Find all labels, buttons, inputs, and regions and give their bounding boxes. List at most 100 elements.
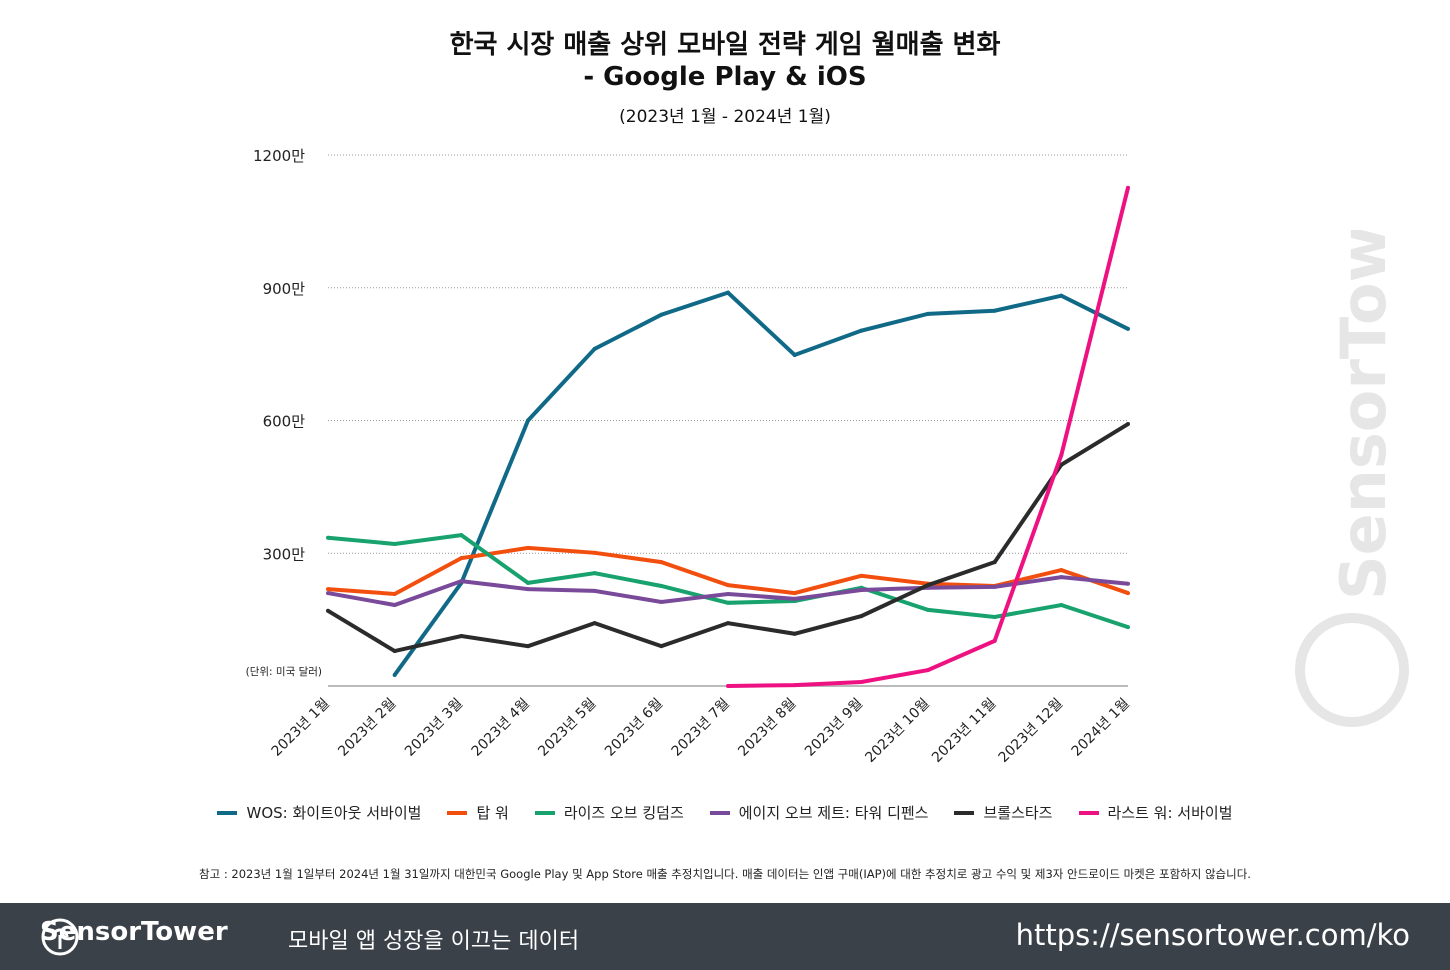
data-point [392, 591, 397, 596]
legend-item: 라이즈 오브 킹덤즈 [534, 802, 684, 823]
data-point [392, 672, 397, 677]
legend-item: 에이지 오브 제트: 타워 디펜스 [709, 802, 929, 823]
tagline: 모바일 앱 성장을 이끄는 데이터 [288, 929, 580, 954]
website-link[interactable]: https://sensortower.com/ko [1015, 918, 1410, 952]
x-tick-label: 2023년 8월 [735, 696, 799, 760]
data-point [326, 535, 330, 540]
data-point [726, 621, 730, 626]
chart-title: 한국 시장 매출 상위 모바일 전략 게임 월매출 변화 [449, 30, 1001, 60]
data-point [659, 583, 664, 588]
data-point [992, 638, 997, 643]
x-tick-label: 2023년 5월 [535, 696, 599, 760]
data-point [326, 608, 330, 613]
data-point [526, 580, 530, 585]
footnote: 참고 : 2023년 1월 1일부터 2024년 1월 31일까지 대한민국 G… [199, 867, 1251, 881]
y-tick-label: 600만 [263, 413, 306, 431]
data-point [1059, 293, 1064, 298]
x-tick-label: 2023년 12월 [996, 696, 1066, 766]
data-point [792, 596, 797, 601]
data-point [1126, 326, 1130, 331]
legend-swatch [534, 810, 555, 815]
y-tick-label: 1200만 [253, 147, 305, 165]
x-tick-label: 2023년 1월 [269, 696, 333, 760]
data-point [792, 631, 797, 636]
x-tick-label: 2023년 7월 [669, 696, 733, 760]
sensortower-icon [41, 918, 79, 956]
data-point [859, 680, 864, 685]
data-point [659, 560, 664, 565]
data-point [592, 588, 597, 593]
data-point [859, 573, 864, 578]
data-point [326, 587, 330, 592]
data-point [992, 584, 997, 589]
data-point [859, 328, 864, 333]
data-point [459, 633, 464, 638]
data-point [326, 591, 330, 596]
data-point [859, 587, 864, 592]
data-point [592, 346, 597, 351]
chart-period: (2023년 1월 - 2024년 1월) [619, 107, 831, 127]
legend-label: 라스트 워: 서바이벌 [1107, 804, 1233, 822]
data-point [392, 649, 397, 654]
data-point [926, 583, 930, 588]
legend-label: 라이즈 오브 킹덤즈 [563, 804, 684, 822]
data-point [659, 599, 664, 604]
watermark-logo: SensorTower [1295, 230, 1409, 727]
legend-swatch [1078, 810, 1099, 815]
legend-item: WOS: 화이트아웃 서바이벌 [217, 802, 421, 823]
data-point [1126, 422, 1130, 427]
legend-swatch [217, 810, 238, 815]
x-tick-label: 2023년 6월 [602, 696, 666, 760]
legend-item: 라스트 워: 서바이벌 [1078, 802, 1233, 823]
series-line [393, 290, 1129, 677]
data-point [1059, 453, 1064, 458]
data-point [459, 533, 464, 538]
data-point [1059, 462, 1064, 467]
chart-subtitle: - Google Play & iOS [583, 62, 867, 92]
data-point [459, 579, 464, 584]
x-tick-label: 2023년 9월 [802, 696, 866, 760]
unit-label: (단위: 미국 달러) [246, 665, 322, 678]
data-point [992, 560, 997, 565]
legend-swatch [447, 810, 468, 815]
data-point [526, 545, 530, 550]
data-point [726, 290, 730, 295]
legend-item: 탑 워 [447, 802, 509, 823]
data-point [992, 308, 997, 313]
data-point [392, 603, 397, 608]
data-point [726, 600, 730, 605]
data-point [992, 614, 997, 619]
data-point [792, 683, 797, 688]
data-point [459, 556, 464, 561]
legend: WOS: 화이트아웃 서바이벌 탑 워 라이즈 오브 킹덤즈 에이지 오브 제트: 타… [0, 802, 1450, 823]
data-point [592, 550, 597, 555]
data-point [726, 583, 730, 588]
data-point [526, 644, 530, 649]
legend-label: WOS: 화이트아웃 서바이벌 [246, 804, 422, 822]
data-point [1126, 591, 1130, 596]
data-point [1059, 575, 1064, 580]
x-tick-label: 2023년 3월 [402, 696, 466, 760]
data-point [526, 587, 530, 592]
data-point [926, 607, 930, 612]
brand-name: SensorTower [40, 917, 228, 947]
legend-swatch [954, 810, 975, 815]
legend-item: 브롤스타즈 [954, 802, 1053, 823]
data-point [1059, 603, 1064, 608]
data-point [1126, 185, 1130, 190]
data-point [726, 684, 730, 688]
x-tick-label: 2023년 10월 [862, 696, 932, 766]
legend-label: 브롤스타즈 [983, 804, 1053, 822]
y-tick-label: 900만 [263, 280, 306, 298]
data-point [1059, 568, 1064, 573]
data-point [859, 614, 864, 619]
footer-bar: SensorTower 모바일 앱 성장을 이끄는 데이터 https://se… [0, 903, 1450, 970]
data-point [1126, 625, 1130, 630]
data-point [926, 311, 930, 316]
svg-text:SensorTower: SensorTower [1327, 230, 1400, 600]
data-point [792, 591, 797, 596]
legend-label: 에이지 오브 제트: 타워 디펜스 [738, 804, 929, 822]
data-point [392, 541, 397, 546]
data-point [792, 353, 797, 358]
